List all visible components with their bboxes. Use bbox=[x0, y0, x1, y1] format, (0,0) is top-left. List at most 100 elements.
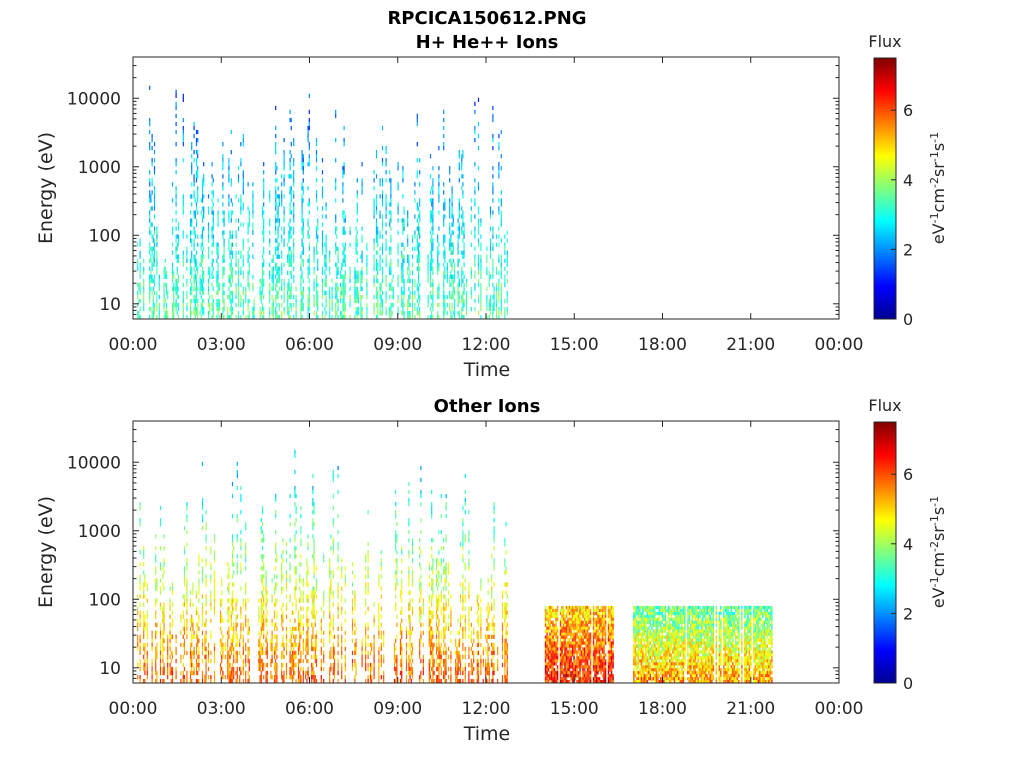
flux-cell bbox=[218, 298, 220, 304]
flux-cell bbox=[356, 178, 358, 183]
flux-cell bbox=[272, 254, 274, 259]
flux-cell bbox=[429, 670, 432, 676]
flux-cell bbox=[295, 306, 297, 312]
flux-cell bbox=[169, 662, 171, 668]
flux-cell bbox=[315, 646, 318, 652]
flux-cell bbox=[329, 654, 331, 660]
flux-cell bbox=[275, 542, 277, 547]
flux-cell bbox=[438, 266, 440, 271]
flux-cell bbox=[305, 675, 307, 680]
flux-cell bbox=[201, 194, 204, 199]
flux-cell bbox=[273, 574, 276, 579]
flux-cell bbox=[261, 554, 264, 559]
flux-cell bbox=[237, 294, 240, 300]
flux-cell bbox=[266, 679, 268, 683]
flux-cell bbox=[411, 606, 414, 611]
flux-cell bbox=[230, 618, 232, 623]
flux-cell bbox=[379, 194, 381, 199]
flux-cell bbox=[165, 286, 168, 292]
flux-cell bbox=[416, 298, 418, 304]
flux-cell bbox=[408, 654, 410, 660]
flux-cell bbox=[294, 626, 296, 631]
flux-cell bbox=[237, 166, 240, 171]
flux-cell bbox=[417, 222, 420, 227]
flux-cell bbox=[230, 178, 232, 183]
flux-cell bbox=[275, 622, 277, 627]
flux-cell bbox=[281, 198, 283, 203]
flux-cell bbox=[429, 626, 432, 631]
flux-cell bbox=[175, 113, 177, 119]
flux-cell bbox=[240, 266, 242, 271]
flux-cell bbox=[173, 270, 175, 275]
flux-cell bbox=[336, 226, 338, 231]
flux-cell bbox=[337, 582, 339, 587]
flux-cell bbox=[272, 282, 274, 288]
flux-cell bbox=[373, 274, 375, 279]
flux-cell bbox=[393, 650, 396, 656]
flux-cell bbox=[486, 306, 488, 312]
flux-cell bbox=[231, 634, 234, 639]
flux-cell bbox=[307, 202, 309, 207]
flux-cell bbox=[294, 453, 296, 458]
flux-cell bbox=[153, 306, 156, 312]
flux-cell bbox=[356, 238, 358, 243]
flux-cell bbox=[301, 194, 303, 199]
flux-cell bbox=[302, 258, 304, 263]
flux-cell bbox=[498, 315, 500, 319]
flux-cell bbox=[155, 578, 157, 583]
flux-cell bbox=[281, 262, 283, 267]
flux-cell bbox=[186, 610, 188, 615]
flux-cell bbox=[149, 294, 151, 300]
flux-cell bbox=[191, 286, 193, 292]
flux-cell bbox=[195, 630, 198, 635]
flux-cell bbox=[431, 602, 433, 607]
flux-cell bbox=[317, 315, 319, 319]
flux-cell bbox=[307, 630, 309, 635]
flux-cell bbox=[330, 666, 332, 672]
flux-cell bbox=[293, 650, 295, 656]
flux-cell bbox=[240, 294, 242, 300]
flux-cell bbox=[315, 634, 318, 639]
flux-cell bbox=[450, 274, 452, 279]
flux-cell bbox=[435, 646, 438, 652]
flux-cell bbox=[313, 646, 315, 652]
flux-cell bbox=[452, 282, 454, 288]
flux-cell bbox=[153, 250, 156, 255]
flux-cell bbox=[183, 598, 186, 603]
flux-cell bbox=[419, 618, 421, 623]
flux-cell bbox=[438, 186, 440, 191]
flux-cell bbox=[486, 258, 488, 263]
flux-cell bbox=[332, 518, 334, 523]
flux-cell bbox=[236, 666, 238, 672]
flux-cell bbox=[261, 206, 264, 211]
flux-cell bbox=[293, 242, 295, 247]
flux-cell bbox=[261, 230, 264, 235]
flux-cell bbox=[242, 262, 244, 267]
flux-cell bbox=[237, 262, 240, 267]
flux-cell bbox=[137, 294, 139, 300]
flux-cell bbox=[432, 278, 434, 284]
flux-cell bbox=[411, 294, 414, 300]
flux-cell bbox=[337, 614, 339, 619]
flux-cell bbox=[408, 679, 410, 683]
flux-cell bbox=[295, 634, 297, 639]
flux-cell bbox=[171, 182, 174, 187]
flux-cell bbox=[351, 610, 354, 615]
flux-cell bbox=[277, 274, 279, 279]
flux-cell bbox=[227, 630, 229, 635]
flux-cell bbox=[396, 534, 398, 539]
flux-cell bbox=[275, 286, 277, 292]
flux-cell bbox=[186, 578, 188, 583]
flux-cell bbox=[240, 666, 242, 672]
flux-cell bbox=[422, 606, 424, 611]
flux-cell bbox=[492, 198, 494, 203]
flux-cell bbox=[283, 646, 285, 652]
flux-cell bbox=[308, 121, 310, 127]
flux-cell bbox=[293, 658, 295, 664]
flux-cell bbox=[480, 298, 482, 304]
flux-cell bbox=[293, 315, 295, 319]
flux-cell bbox=[258, 630, 260, 635]
flux-cell bbox=[486, 254, 488, 259]
flux-cell bbox=[281, 618, 283, 623]
flux-cell bbox=[301, 238, 303, 243]
